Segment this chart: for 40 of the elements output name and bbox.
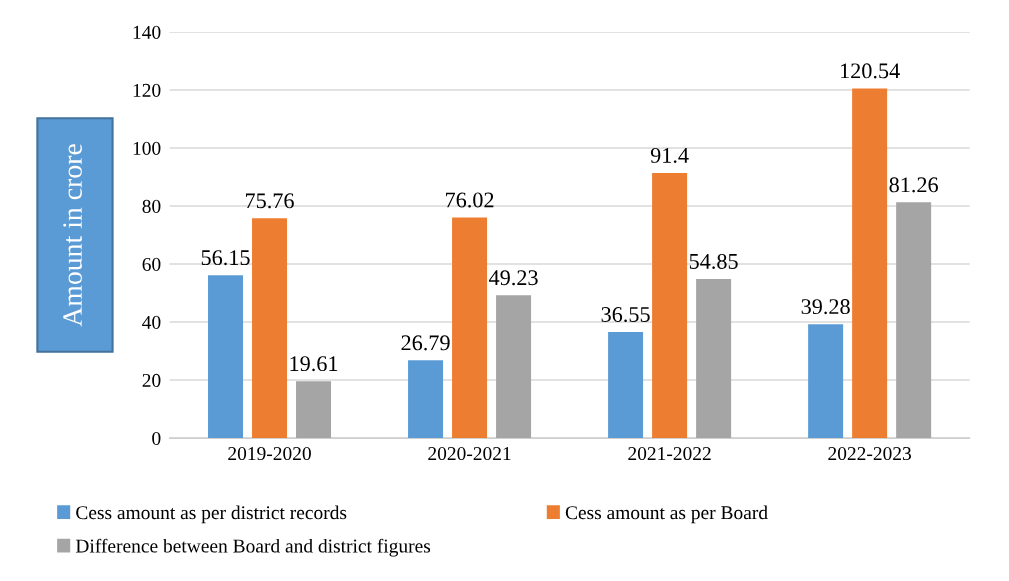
bar [808, 324, 844, 439]
bar [452, 217, 488, 439]
bar [296, 381, 332, 439]
bar [896, 202, 932, 439]
bar [852, 88, 888, 439]
bar [252, 218, 288, 439]
data-label: 19.61 [290, 356, 338, 372]
y-tick-label: 0 [152, 431, 161, 446]
y-tick-label: 20 [142, 373, 161, 387]
data-label: 81.26 [889, 177, 938, 193]
legend-label: Difference between Board and district figures [75, 538, 431, 557]
data-label: 91.4 [650, 147, 689, 163]
bar [408, 360, 444, 439]
bar [652, 172, 688, 439]
data-label: 76.02 [446, 192, 494, 208]
y-axis-title: Amount in crore [63, 144, 82, 327]
y-tick-label: 80 [142, 199, 161, 213]
data-label: 49.23 [489, 270, 538, 286]
y-tick-label: 100 [133, 141, 161, 155]
bar [696, 278, 732, 439]
x-tick-label: 2019-2020 [228, 446, 311, 461]
bar [208, 275, 244, 439]
data-label: 26.79 [401, 335, 450, 351]
y-tick-label: 60 [142, 257, 161, 271]
data-label: 120.54 [841, 63, 900, 79]
x-tick-label: 2020-2021 [428, 446, 511, 461]
data-label: 54.85 [689, 253, 738, 269]
data-label: 36.55 [601, 307, 650, 323]
data-label: 56.15 [201, 250, 250, 266]
data-label: 75.76 [245, 193, 294, 209]
x-tick-label: 2021-2022 [628, 446, 711, 461]
y-tick-label: 40 [142, 315, 161, 329]
y-tick-label: 120 [133, 83, 161, 97]
legend-label: Cess amount as per Board [565, 505, 768, 524]
bar [608, 332, 644, 439]
bar [496, 295, 532, 439]
x-tick-label: 2022-2023 [828, 446, 911, 461]
y-tick-label: 140 [133, 25, 161, 39]
legend-label: Cess amount as per district records [76, 505, 347, 524]
data-label: 39.28 [801, 299, 850, 315]
